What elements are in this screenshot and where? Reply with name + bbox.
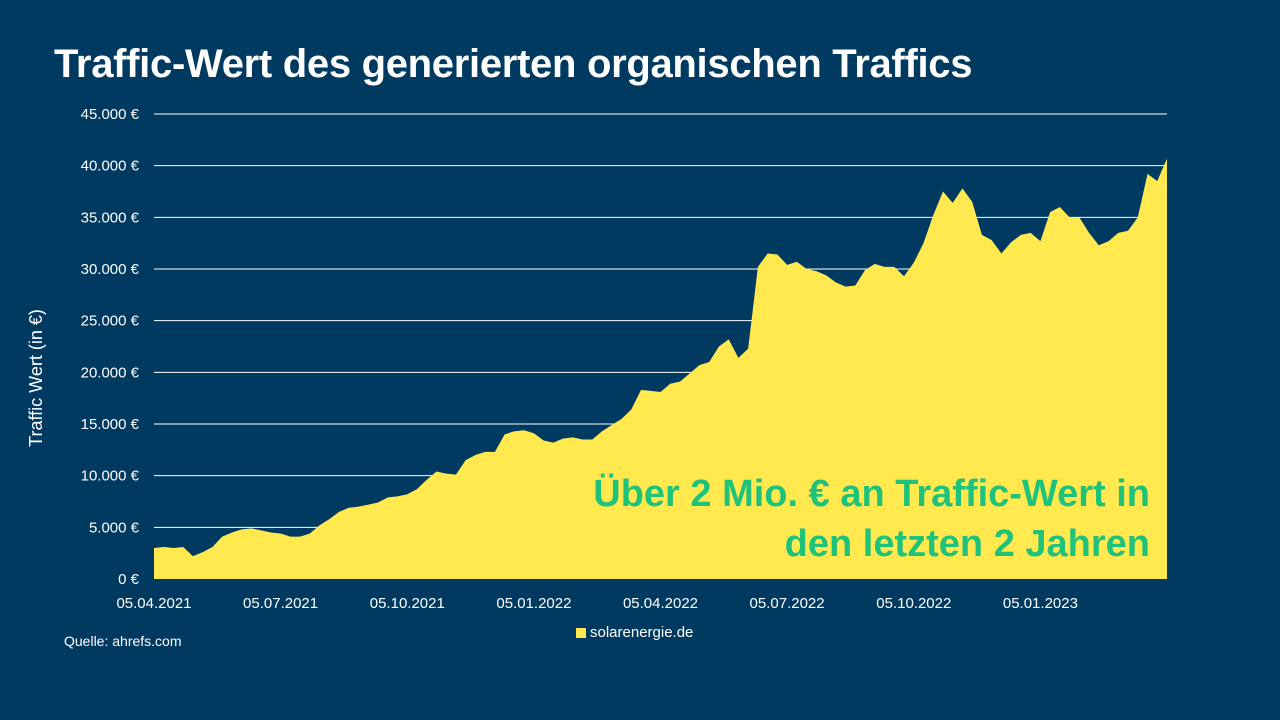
y-tick-label: 20.000 € — [81, 364, 140, 381]
y-tick-label: 35.000 € — [81, 209, 140, 226]
annotation-line-1: Über 2 Mio. € an Traffic-Wert in — [593, 472, 1150, 515]
area-series-solarenergie — [154, 158, 1167, 579]
x-tick-label: 05.10.2021 — [370, 595, 445, 612]
x-tick-label: 05.10.2022 — [876, 595, 951, 612]
x-tick-label: 05.04.2022 — [623, 595, 698, 612]
y-tick-label: 40.000 € — [81, 158, 140, 175]
y-tick-label: 0 € — [118, 571, 140, 588]
chart-title: Traffic-Wert des generierten organischen… — [54, 42, 973, 86]
area-series — [154, 158, 1167, 579]
x-tick-label: 05.01.2023 — [1003, 595, 1078, 612]
y-tick-label: 45.000 € — [81, 106, 140, 123]
x-tick-label: 05.01.2022 — [496, 595, 571, 612]
x-axis-ticks: 05.04.2021 05.07.2021 05.10.2021 05.01.2022… — [116, 595, 1077, 612]
y-tick-label: 5.000 € — [89, 519, 140, 536]
x-tick-label: 05.07.2021 — [243, 595, 318, 612]
y-tick-label: 30.000 € — [81, 261, 140, 278]
y-tick-label: 10.000 € — [81, 468, 140, 485]
x-tick-label: 05.04.2021 — [116, 595, 191, 612]
x-tick-label: 05.07.2022 — [750, 595, 825, 612]
y-axis-label: Traffic Wert (in €) — [26, 309, 46, 447]
legend: solarenergie.de — [576, 624, 693, 641]
legend-swatch — [576, 627, 586, 638]
y-tick-label: 15.000 € — [81, 416, 140, 433]
y-tick-label: 25.000 € — [81, 313, 140, 330]
annotation-line-2: den letzten 2 Jahren — [785, 523, 1150, 565]
legend-label: solarenergie.de — [590, 624, 694, 641]
y-axis-ticks: 0 € 5.000 € 10.000 € 15.000 € 20.000 € 25.000… — [81, 106, 140, 588]
source-note: Quelle: ahrefs.com — [64, 633, 182, 649]
